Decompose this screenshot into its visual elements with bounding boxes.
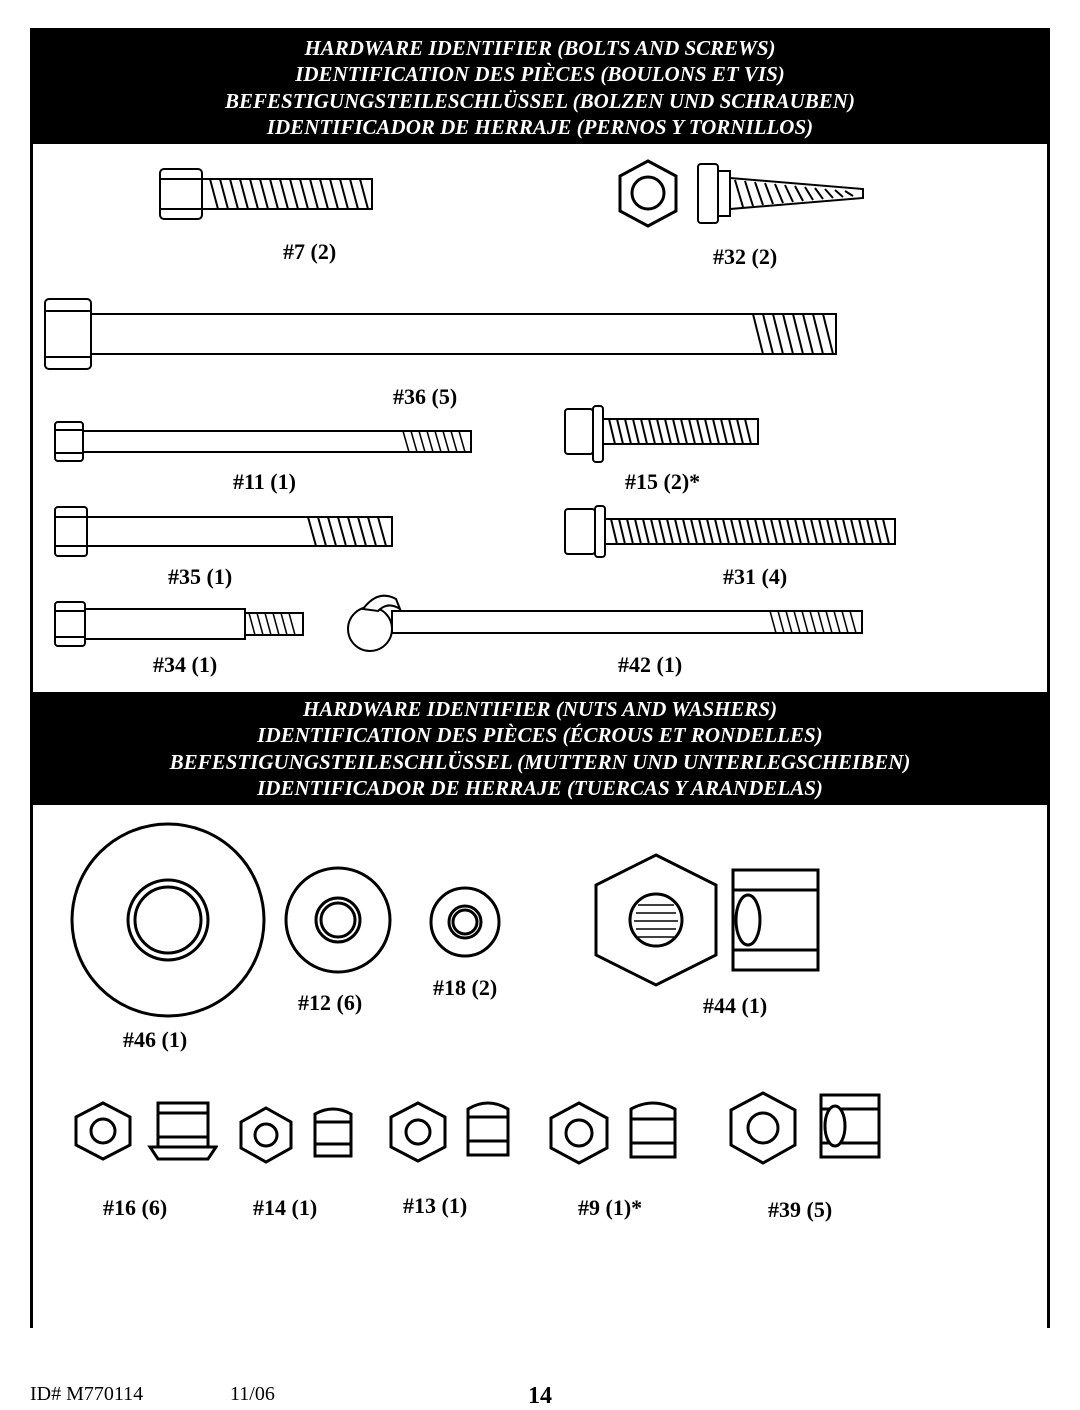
bolt-42 xyxy=(338,589,868,654)
label-42: #42 (1) xyxy=(618,652,682,678)
bolt-34 xyxy=(53,599,308,649)
label-16: #16 (6) xyxy=(103,1195,167,1221)
label-34: #34 (1) xyxy=(153,652,217,678)
label-35: #35 (1) xyxy=(168,564,232,590)
label-31: #31 (4) xyxy=(723,564,787,590)
label-15: #15 (2)* xyxy=(625,469,700,495)
nut-16 xyxy=(68,1095,218,1185)
header-nuts-l4: IDENTIFICADOR DE HERRAJE (TUERCAS Y ARAN… xyxy=(33,775,1047,801)
label-7: #7 (2) xyxy=(283,239,336,265)
label-11: #11 (1) xyxy=(233,469,296,495)
bolt-32 xyxy=(613,156,873,231)
bolt-36 xyxy=(43,294,843,374)
washer-18 xyxy=(428,885,503,960)
bolts-section: #7 (2) #32 (2) xyxy=(33,144,1047,692)
bolt-11 xyxy=(53,419,478,464)
label-46: #46 (1) xyxy=(123,1027,187,1053)
label-13: #13 (1) xyxy=(403,1193,467,1219)
bolt-31 xyxy=(563,504,898,559)
washer-12 xyxy=(283,865,393,975)
nut-14 xyxy=(233,1100,373,1185)
nuts-section: #46 (1) #12 (6) #18 (2) xyxy=(33,805,1047,1365)
footer-id: ID# M770114 xyxy=(30,1383,143,1406)
nut-39 xyxy=(723,1085,893,1185)
nut-44 xyxy=(588,845,828,995)
header-nuts-l3: BEFESTIGUNGSTEILESCHLÜSSEL (MUTTERN UND … xyxy=(33,749,1047,775)
label-39: #39 (5) xyxy=(768,1197,832,1223)
label-32: #32 (2) xyxy=(713,244,777,270)
footer-date: 11/06 xyxy=(230,1383,275,1406)
label-18: #18 (2) xyxy=(433,975,497,1001)
bolt-15 xyxy=(563,404,763,464)
header-bolts: HARDWARE IDENTIFIER (BOLTS AND SCREWS) I… xyxy=(33,31,1047,144)
header-bolts-l1: HARDWARE IDENTIFIER (BOLTS AND SCREWS) xyxy=(33,35,1047,61)
header-nuts-l2: IDENTIFICATION DES PIÈCES (ÉCROUS ET RON… xyxy=(33,722,1047,748)
header-nuts-l1: HARDWARE IDENTIFIER (NUTS AND WASHERS) xyxy=(33,696,1047,722)
header-bolts-l3: BEFESTIGUNGSTEILESCHLÜSSEL (BOLZEN UND S… xyxy=(33,88,1047,114)
bolt-35 xyxy=(53,504,398,559)
header-nuts: HARDWARE IDENTIFIER (NUTS AND WASHERS) I… xyxy=(33,692,1047,805)
bolt-7 xyxy=(158,154,383,234)
nut-13 xyxy=(383,1095,528,1185)
label-12: #12 (6) xyxy=(298,990,362,1016)
nut-9 xyxy=(543,1095,693,1185)
label-9: #9 (1)* xyxy=(578,1195,642,1221)
header-bolts-l2: IDENTIFICATION DES PIÈCES (BOULONS ET VI… xyxy=(33,61,1047,87)
header-bolts-l4: IDENTIFICADOR DE HERRAJE (PERNOS Y TORNI… xyxy=(33,114,1047,140)
label-36: #36 (5) xyxy=(393,384,457,410)
label-14: #14 (1) xyxy=(253,1195,317,1221)
label-44: #44 (1) xyxy=(703,993,767,1019)
washer-46 xyxy=(68,820,268,1020)
